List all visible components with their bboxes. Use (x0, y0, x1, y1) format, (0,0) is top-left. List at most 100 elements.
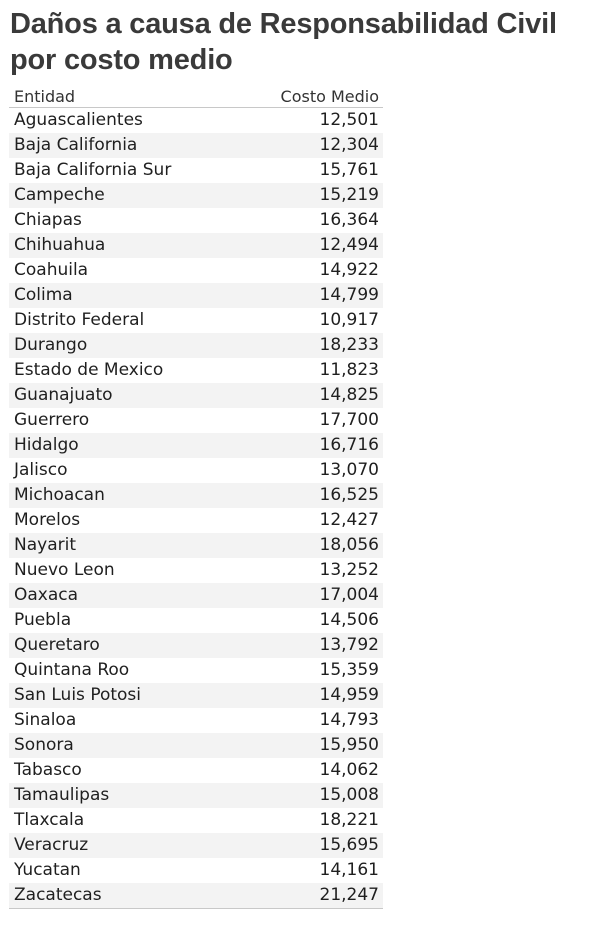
entidad-cell: Coahuila (14, 260, 89, 280)
table-row[interactable]: Veracruz 15,695 (9, 833, 383, 858)
table-bottom-rule (9, 908, 383, 909)
table-row[interactable]: Chiapas 16,364 (9, 208, 383, 233)
entidad-cell: Tlaxcala (14, 810, 85, 830)
entidad-cell: Nayarit (14, 535, 76, 555)
chart-title: Daños a causa de Responsabilidad Civil p… (10, 8, 557, 76)
entidad-cell: San Luis Potosi (14, 685, 142, 705)
costo-medio-cell: 15,359 (319, 660, 379, 680)
costo-medio-cell: 12,501 (319, 110, 379, 130)
data-table: Entidad Costo Medio Aguascalientes 12,501… (9, 86, 383, 909)
costo-medio-cell: 15,219 (319, 185, 379, 205)
entidad-cell: Distrito Federal (14, 310, 145, 330)
costo-medio-cell: 14,506 (319, 610, 379, 630)
table-row[interactable]: Oaxaca 17,004 (9, 583, 383, 608)
table-row[interactable]: Baja California Sur 15,761 (9, 158, 383, 183)
entidad-cell: Zacatecas (14, 885, 102, 905)
table-row[interactable]: Campeche 15,219 (9, 183, 383, 208)
entidad-cell: Morelos (14, 510, 81, 530)
entidad-cell: Estado de Mexico (14, 360, 164, 380)
entidad-cell: Campeche (14, 185, 105, 205)
table-row[interactable]: Michoacan 16,525 (9, 483, 383, 508)
costo-medio-cell: 17,004 (319, 585, 379, 605)
costo-medio-cell: 14,959 (319, 685, 379, 705)
table-row[interactable]: San Luis Potosi 14,959 (9, 683, 383, 708)
table-row[interactable]: Estado de Mexico 11,823 (9, 358, 383, 383)
costo-medio-cell: 11,823 (319, 360, 379, 380)
costo-medio-cell: 18,233 (319, 335, 379, 355)
entidad-cell: Puebla (14, 610, 72, 630)
costo-medio-cell: 18,056 (319, 535, 379, 555)
column-header-costo-medio[interactable]: Costo Medio (280, 87, 379, 106)
entidad-cell: Aguascalientes (14, 110, 143, 130)
column-header-entidad[interactable]: Entidad (14, 87, 76, 106)
costo-medio-cell: 14,062 (319, 760, 379, 780)
table-row[interactable]: Coahuila 14,922 (9, 258, 383, 283)
entidad-cell: Chiapas (14, 210, 82, 230)
entidad-cell: Oaxaca (14, 585, 79, 605)
entidad-cell: Nuevo Leon (14, 560, 115, 580)
entidad-cell: Michoacan (14, 485, 105, 505)
table-body: Aguascalientes 12,501 Baja California 12,30… (9, 108, 383, 908)
entidad-cell: Colima (14, 285, 73, 305)
costo-medio-cell: 16,716 (319, 435, 379, 455)
costo-medio-cell: 16,364 (319, 210, 379, 230)
costo-medio-cell: 17,700 (319, 410, 379, 430)
table-row[interactable]: Tabasco 14,062 (9, 758, 383, 783)
costo-medio-cell: 13,252 (319, 560, 379, 580)
table-row[interactable]: Queretaro 13,792 (9, 633, 383, 658)
entidad-cell: Yucatan (14, 860, 81, 880)
costo-medio-cell: 13,792 (319, 635, 379, 655)
table-row[interactable]: Distrito Federal 10,917 (9, 308, 383, 333)
entidad-cell: Hidalgo (14, 435, 79, 455)
entidad-cell: Tamaulipas (14, 785, 110, 805)
table-header: Entidad Costo Medio (9, 86, 383, 108)
table-row[interactable]: Quintana Roo 15,359 (9, 658, 383, 683)
entidad-cell: Sinaloa (14, 710, 77, 730)
costo-medio-cell: 15,695 (319, 835, 379, 855)
table-row[interactable]: Hidalgo 16,716 (9, 433, 383, 458)
table-row[interactable]: Jalisco 13,070 (9, 458, 383, 483)
costo-medio-cell: 15,950 (319, 735, 379, 755)
entidad-cell: Baja California (14, 135, 138, 155)
table-row[interactable]: Tamaulipas 15,008 (9, 783, 383, 808)
table-row[interactable]: Morelos 12,427 (9, 508, 383, 533)
costo-medio-cell: 12,427 (319, 510, 379, 530)
entidad-cell: Sonora (14, 735, 74, 755)
table-row[interactable]: Yucatan 14,161 (9, 858, 383, 883)
table-row[interactable]: Puebla 14,506 (9, 608, 383, 633)
table-row[interactable]: Colima 14,799 (9, 283, 383, 308)
costo-medio-cell: 14,161 (319, 860, 379, 880)
costo-medio-cell: 16,525 (319, 485, 379, 505)
costo-medio-cell: 14,825 (319, 385, 379, 405)
entidad-cell: Baja California Sur (14, 160, 172, 180)
table-row[interactable]: Chihuahua 12,494 (9, 233, 383, 258)
costo-medio-cell: 10,917 (319, 310, 379, 330)
entidad-cell: Durango (14, 335, 88, 355)
table-row[interactable]: Guerrero 17,700 (9, 408, 383, 433)
table-row[interactable]: Zacatecas 21,247 (9, 883, 383, 908)
table-row[interactable]: Guanajuato 14,825 (9, 383, 383, 408)
entidad-cell: Queretaro (14, 635, 100, 655)
entidad-cell: Quintana Roo (14, 660, 130, 680)
table-row[interactable]: Nuevo Leon 13,252 (9, 558, 383, 583)
costo-medio-cell: 12,304 (319, 135, 379, 155)
costo-medio-cell: 14,799 (319, 285, 379, 305)
entidad-cell: Guanajuato (14, 385, 113, 405)
table-row[interactable]: Durango 18,233 (9, 333, 383, 358)
table-row[interactable]: Sinaloa 14,793 (9, 708, 383, 733)
entidad-cell: Chihuahua (14, 235, 106, 255)
costo-medio-cell: 18,221 (319, 810, 379, 830)
table-row[interactable]: Nayarit 18,056 (9, 533, 383, 558)
costo-medio-cell: 14,793 (319, 710, 379, 730)
costo-medio-cell: 12,494 (319, 235, 379, 255)
costo-medio-cell: 21,247 (319, 885, 379, 905)
costo-medio-cell: 13,070 (319, 460, 379, 480)
table-row[interactable]: Aguascalientes 12,501 (9, 108, 383, 133)
costo-medio-cell: 15,761 (319, 160, 379, 180)
table-row[interactable]: Tlaxcala 18,221 (9, 808, 383, 833)
entidad-cell: Jalisco (14, 460, 68, 480)
table-row[interactable]: Sonora 15,950 (9, 733, 383, 758)
table-row[interactable]: Baja California 12,304 (9, 133, 383, 158)
entidad-cell: Tabasco (14, 760, 82, 780)
costo-medio-cell: 15,008 (319, 785, 379, 805)
